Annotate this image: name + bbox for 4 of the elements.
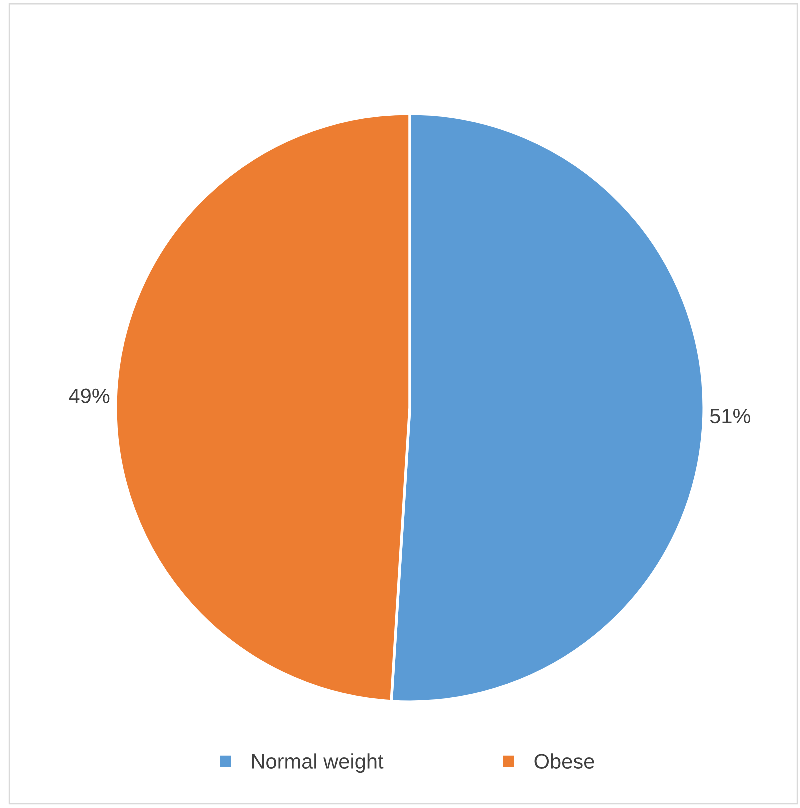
legend-label: Normal weight [252,754,384,774]
data-label: 51% [710,408,751,424]
legend-label: Obese [534,754,594,769]
data-label: 49% [69,388,110,404]
